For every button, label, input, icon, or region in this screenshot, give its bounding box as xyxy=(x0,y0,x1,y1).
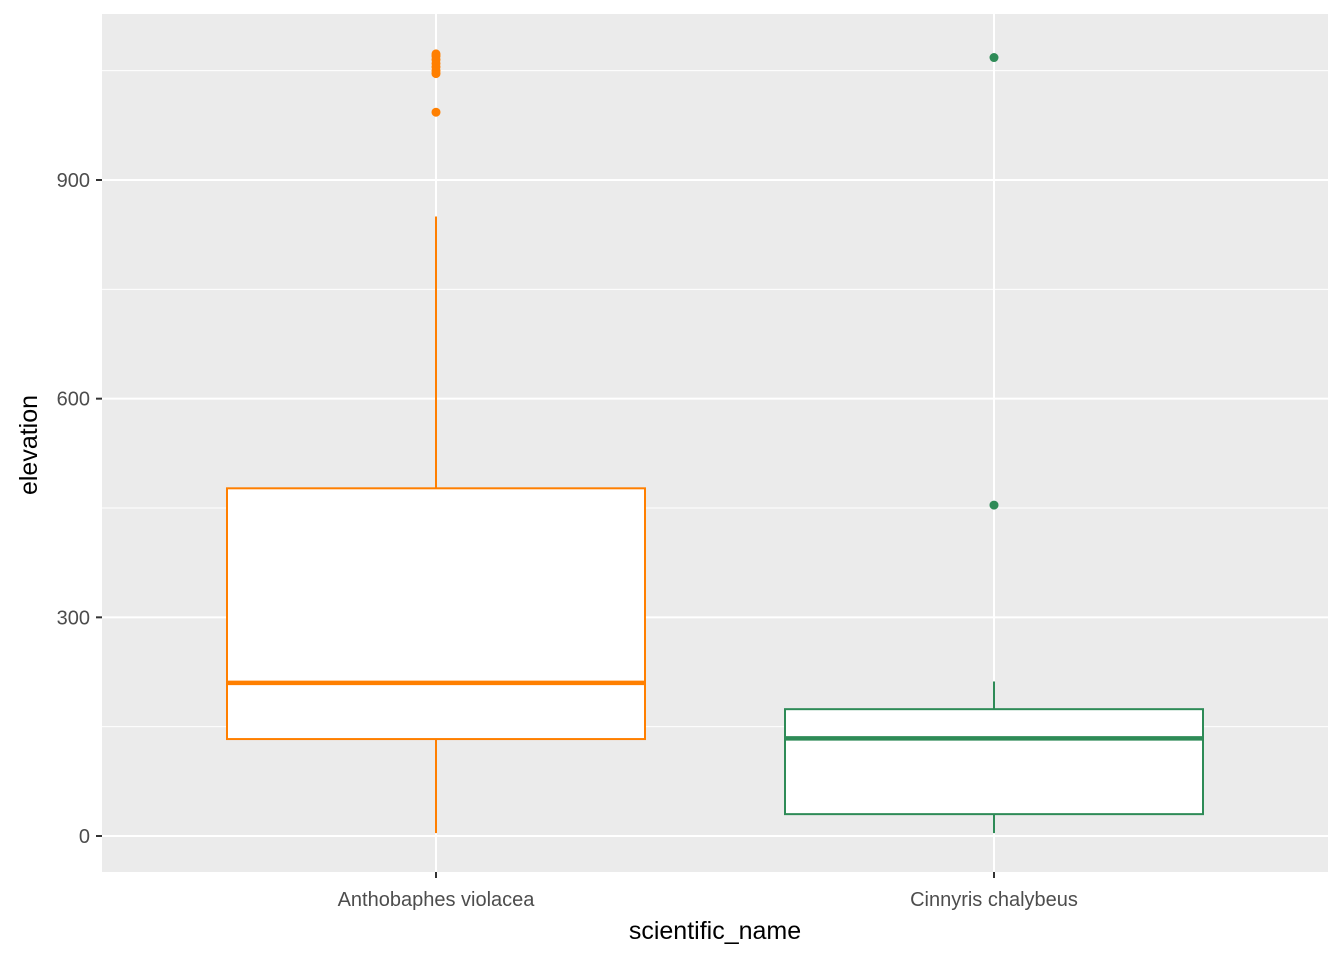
y-tick-label: 0 xyxy=(79,826,90,848)
outlier-point xyxy=(989,53,999,63)
x-tick-label: Cinnyris chalybeus xyxy=(910,889,1078,911)
outlier-point xyxy=(431,49,441,59)
x-axis: Anthobaphes violacea Cinnyris chalybeus xyxy=(338,872,1078,911)
box-iqr xyxy=(784,708,1204,816)
box-plots xyxy=(226,49,1204,834)
x-axis-title: scientific_name xyxy=(629,917,801,945)
x-tick-label: Anthobaphes violacea xyxy=(338,889,536,911)
y-axis-title: elevation xyxy=(15,395,43,495)
box-2 xyxy=(784,53,1204,834)
y-axis: 0 300 600 900 xyxy=(57,170,102,848)
y-tick-label: 300 xyxy=(57,607,90,629)
box-1 xyxy=(226,49,646,834)
box-iqr xyxy=(226,487,646,741)
y-tick-label: 900 xyxy=(57,170,90,192)
outlier-point xyxy=(431,107,441,117)
outlier-point xyxy=(989,500,999,510)
y-tick-label: 600 xyxy=(57,389,90,411)
